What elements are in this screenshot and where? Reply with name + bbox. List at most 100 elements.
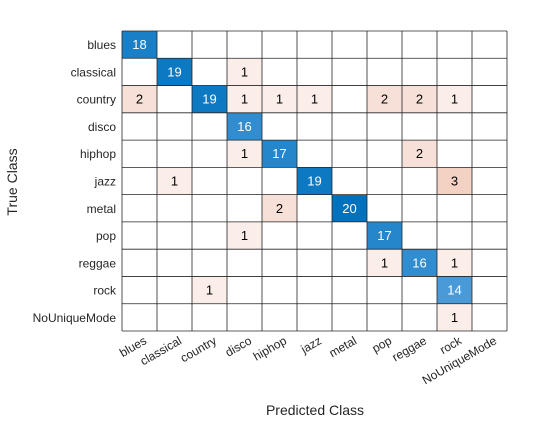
matrix-cell (437, 303, 472, 331)
matrix-cell (227, 31, 262, 59)
cell-value-label: 19 (167, 64, 181, 79)
matrix-cell (367, 112, 402, 141)
matrix-cell (367, 221, 402, 250)
cell-value-label: 2 (416, 92, 423, 107)
matrix-cell (262, 276, 297, 304)
matrix-cell (472, 303, 507, 331)
matrix-cell (402, 85, 437, 113)
matrix-cell (262, 194, 297, 222)
cell-value-label: 2 (276, 201, 283, 216)
matrix-cell (367, 140, 402, 168)
matrix-cell (192, 112, 227, 141)
matrix-cell (472, 31, 507, 59)
row-tick-label: country (77, 93, 116, 107)
matrix-cell (437, 112, 472, 141)
matrix-cell (437, 221, 472, 250)
matrix-cell (122, 140, 157, 168)
matrix-cell (157, 276, 192, 304)
matrix-cell (227, 194, 262, 222)
matrix-cell (332, 58, 367, 86)
matrix-cell (297, 167, 332, 195)
matrix-cell (192, 31, 227, 59)
matrix-cell (472, 85, 507, 113)
matrix-cell (192, 276, 227, 304)
matrix-cell (227, 58, 262, 86)
cells-layer: 18 19 1 2 19 1 1 1 2 2 1 16 1 17 2 1 19 3 2 20 1 17 1 16 1 1 14 1 (122, 31, 507, 331)
cell-value-label: 1 (206, 283, 213, 298)
matrix-cell (157, 112, 192, 141)
matrix-cell (262, 31, 297, 59)
matrix-cell (402, 112, 437, 141)
cell-value-label: 3 (451, 174, 458, 189)
matrix-cell (262, 58, 297, 86)
cell-value-label: 1 (241, 64, 248, 79)
matrix-cell (367, 58, 402, 86)
column-tick-label: jazz (298, 333, 324, 356)
row-tick-label: classical (71, 65, 116, 79)
column-tick-label: reggae (390, 333, 430, 364)
matrix-cell (297, 112, 332, 141)
cell-value-label: 17 (377, 228, 391, 243)
matrix-cell (192, 303, 227, 331)
matrix-cell (402, 167, 437, 195)
cell-value-label: 14 (447, 283, 461, 298)
matrix-cell (297, 221, 332, 250)
cell-value-label: 1 (451, 310, 458, 325)
matrix-cell (472, 58, 507, 86)
matrix-cell (192, 167, 227, 195)
matrix-cell (122, 167, 157, 195)
matrix-cell (472, 167, 507, 195)
matrix-cell (122, 303, 157, 331)
matrix-cell (437, 249, 472, 277)
matrix-cell (297, 194, 332, 222)
cell-value-label: 1 (241, 146, 248, 161)
matrix-cell (402, 303, 437, 331)
matrix-cell (367, 249, 402, 277)
matrix-cell (192, 58, 227, 86)
matrix-cell (192, 85, 227, 113)
cell-value-label: 1 (241, 92, 248, 107)
cell-value-label: 19 (307, 174, 321, 189)
matrix-cell (192, 249, 227, 277)
cell-value-label: 1 (241, 228, 248, 243)
y-axis-label: True Class (4, 148, 20, 215)
matrix-cell (192, 221, 227, 250)
matrix-cell (297, 276, 332, 304)
cell-value-label: 1 (171, 174, 178, 189)
matrix-cell (227, 167, 262, 195)
matrix-cell (332, 303, 367, 331)
matrix-cell (262, 221, 297, 250)
matrix-cell (437, 140, 472, 168)
matrix-cell (402, 58, 437, 86)
matrix-cell (122, 221, 157, 250)
matrix-cell (262, 112, 297, 141)
matrix-cell (332, 194, 367, 222)
matrix-cell (472, 112, 507, 141)
row-tick-label: disco (88, 120, 116, 134)
matrix-cell (472, 140, 507, 168)
matrix-cell (297, 58, 332, 86)
column-tick-label: disco (223, 333, 255, 359)
cell-value-label: 16 (412, 255, 426, 270)
cell-value-label: 16 (237, 119, 251, 134)
matrix-cell (332, 85, 367, 113)
matrix-cell (437, 167, 472, 195)
matrix-cell (367, 194, 402, 222)
matrix-cell (332, 249, 367, 277)
matrix-cell (262, 85, 297, 113)
matrix-cell (332, 167, 367, 195)
matrix-cell (157, 31, 192, 59)
matrix-cell (402, 140, 437, 168)
matrix-cell (437, 194, 472, 222)
matrix-cell (227, 85, 262, 113)
matrix-cell (297, 249, 332, 277)
matrix-cell (192, 194, 227, 222)
matrix-cell (157, 140, 192, 168)
row-tick-label: NoUniqueMode (33, 311, 117, 325)
matrix-cell (332, 276, 367, 304)
matrix-cell (332, 221, 367, 250)
matrix-cell (367, 85, 402, 113)
matrix-cell (297, 140, 332, 168)
matrix-cell (402, 276, 437, 304)
